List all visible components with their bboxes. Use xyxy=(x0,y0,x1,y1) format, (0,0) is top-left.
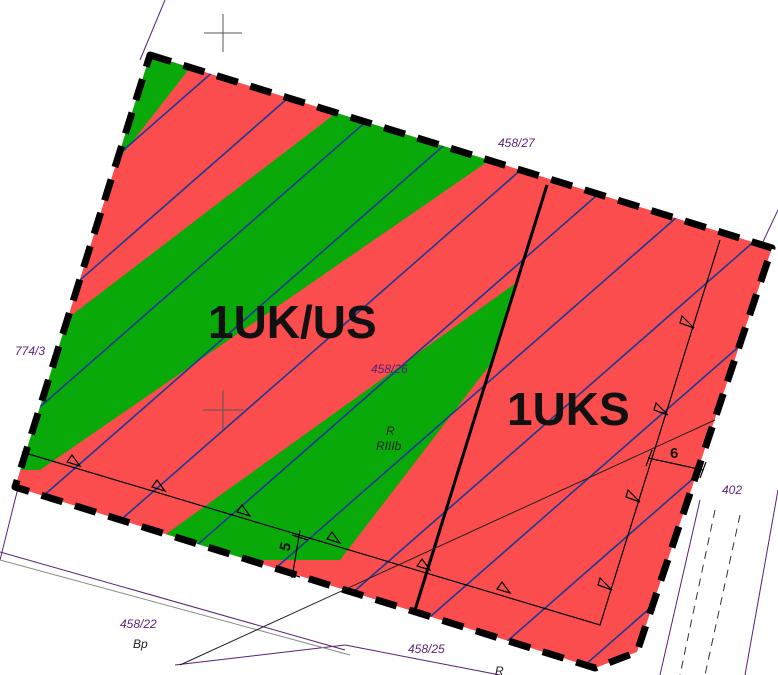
building-line xyxy=(21,239,721,626)
building-line-markers xyxy=(66,314,695,595)
diagonal-survey-line xyxy=(179,419,716,666)
triangle-marker-icon xyxy=(597,576,613,591)
zone-division-line xyxy=(413,184,549,611)
triangle-marker-icon xyxy=(679,314,695,329)
triangle-marker-icon xyxy=(625,488,641,503)
triangle-marker-icon xyxy=(496,580,512,595)
parcel-label-458-27: 458/27 xyxy=(498,136,536,150)
dimension-right xyxy=(645,449,707,479)
zone-label-left: 1UK/US xyxy=(208,296,377,348)
hatch-line xyxy=(439,55,772,668)
dimension-left xyxy=(284,529,309,579)
parcel-label-774-3: 774/3 xyxy=(15,344,45,358)
zone-green-band xyxy=(15,110,490,470)
parcel-label-402: 402 xyxy=(722,483,742,497)
hatch-line xyxy=(754,55,772,668)
parcel-label-458-22: 458/22 xyxy=(120,617,157,631)
crosshair-icon xyxy=(204,14,242,52)
triangle-marker-icon xyxy=(416,557,432,572)
road-line xyxy=(0,559,351,656)
hatch-line xyxy=(15,55,401,668)
landuse-label-r-bottom: R xyxy=(495,664,504,675)
hatch-line xyxy=(229,55,772,668)
dimension-right-label: 6 xyxy=(670,445,678,462)
hatch-line xyxy=(15,55,296,668)
landuse-label-r: R xyxy=(386,424,395,438)
landuse-label-bp: Bp xyxy=(133,637,148,651)
triangle-marker-icon xyxy=(326,530,342,545)
zone-green-band xyxy=(130,280,552,560)
parcel-boundary xyxy=(11,51,776,672)
triangle-marker-icon xyxy=(236,503,252,518)
road-edge-lines xyxy=(679,509,741,675)
zone-label-right: 1UKS xyxy=(507,383,630,435)
parcel-label-458-26: 458/26 xyxy=(371,362,408,376)
hatch-line xyxy=(334,55,772,668)
landuse-label-riiib: RIIIb xyxy=(376,439,402,453)
crosshair-icon xyxy=(203,390,243,430)
parcel-label-458-25: 458/25 xyxy=(408,642,445,656)
triangle-marker-icon xyxy=(151,478,167,493)
triangle-marker-icon xyxy=(66,453,82,468)
triangle-marker-icon xyxy=(653,401,669,416)
